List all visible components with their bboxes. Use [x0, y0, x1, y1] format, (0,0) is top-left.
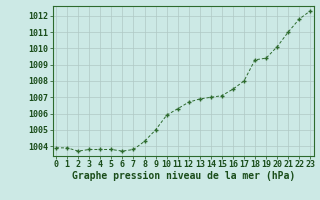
X-axis label: Graphe pression niveau de la mer (hPa): Graphe pression niveau de la mer (hPa)	[72, 171, 295, 181]
